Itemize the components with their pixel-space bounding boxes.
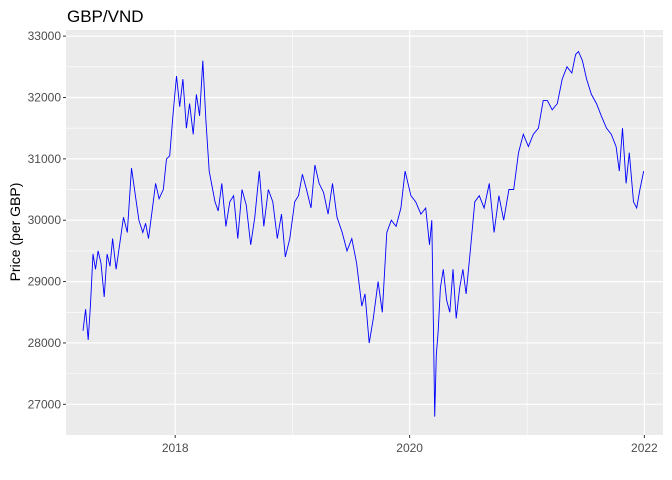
y-tick-label: 31000 [28, 152, 62, 166]
y-axis-title: Price (per GBP) [7, 183, 23, 282]
price-series-line [82, 50, 645, 417]
y-tick-label: 33000 [28, 29, 62, 43]
major-gridlines [66, 30, 663, 435]
x-tick-label: 2018 [162, 441, 189, 455]
y-axis: 27000 28000 29000 30000 31000 32000 3300… [28, 29, 66, 411]
x-tick-label: 2022 [631, 441, 658, 455]
chart-title: GBP/VND [67, 7, 144, 26]
y-tick-label: 32000 [28, 91, 62, 105]
y-tick-label: 29000 [28, 275, 62, 289]
y-tick-label: 27000 [28, 397, 62, 411]
plot-panel [66, 30, 663, 435]
x-tick-label: 2020 [396, 441, 423, 455]
y-tick-label: 30000 [28, 213, 62, 227]
x-axis: 2018 2020 2022 [162, 435, 658, 455]
y-tick-label: 28000 [28, 336, 62, 350]
